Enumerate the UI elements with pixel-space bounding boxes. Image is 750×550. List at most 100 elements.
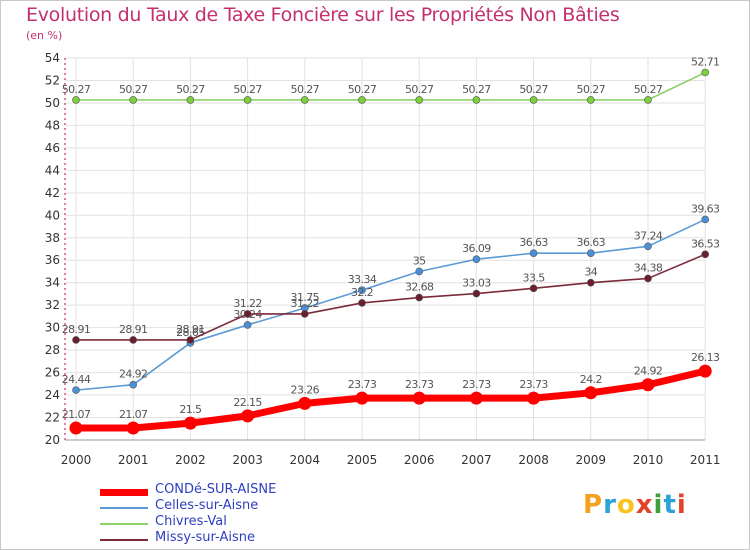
data-label: 32.68 xyxy=(405,281,434,294)
data-point xyxy=(243,96,252,104)
data-point xyxy=(415,293,424,302)
data-label: 23.26 xyxy=(291,383,320,396)
legend-swatch xyxy=(100,507,148,509)
y-tick-label: 40 xyxy=(45,208,60,222)
data-label: 31.22 xyxy=(233,297,262,310)
data-label: 35 xyxy=(413,254,426,267)
x-tick-label: 2008 xyxy=(518,453,549,467)
data-point xyxy=(358,96,366,104)
data-point xyxy=(129,380,137,389)
logo-letter: o xyxy=(616,490,636,520)
chart-subtitle: (en %) xyxy=(26,29,63,42)
data-point xyxy=(469,391,483,405)
data-label: 33.5 xyxy=(523,271,546,284)
x-tick-label: 2000 xyxy=(61,453,92,467)
logo-letter: r xyxy=(603,490,617,520)
chart-title: Evolution du Taux de Taxe Foncière sur l… xyxy=(26,4,620,26)
data-label: 50.27 xyxy=(634,83,663,96)
data-label: 23.73 xyxy=(348,378,377,391)
legend-label: Missy-sur-Aisne xyxy=(155,530,255,545)
data-point xyxy=(300,310,309,318)
data-point xyxy=(355,391,369,405)
y-tick-label: 54 xyxy=(45,51,60,65)
x-tick-label: 2005 xyxy=(347,453,378,467)
data-label: 21.07 xyxy=(62,408,91,421)
logo-letter: x xyxy=(635,490,654,520)
data-point xyxy=(186,336,195,344)
legend-item: CONDé-SUR-AISNE xyxy=(100,482,360,500)
data-label: 23.73 xyxy=(519,378,548,391)
y-tick-label: 52 xyxy=(45,73,60,87)
logo-letter: i xyxy=(676,490,687,520)
data-point xyxy=(641,378,655,392)
data-label: 50.27 xyxy=(348,83,377,96)
series-line xyxy=(75,218,706,391)
data-point xyxy=(243,310,252,318)
y-tick-label: 50 xyxy=(45,96,60,110)
data-label: 28.91 xyxy=(62,323,91,336)
data-label: 33.34 xyxy=(348,273,377,286)
y-tick-label: 46 xyxy=(45,141,60,155)
data-label: 24.92 xyxy=(634,365,663,378)
data-point xyxy=(412,391,426,405)
data-label: 31.22 xyxy=(291,297,320,310)
data-point xyxy=(186,96,195,104)
data-label: 50.27 xyxy=(519,83,548,96)
data-label: 24.44 xyxy=(62,373,91,386)
data-label: 24.92 xyxy=(119,368,148,381)
data-label: 31.75 xyxy=(291,291,320,304)
data-point xyxy=(472,255,481,264)
legend-item: Missy-sur-Aisne xyxy=(100,530,360,548)
x-tick-label: 2002 xyxy=(175,453,206,467)
data-label: 50.27 xyxy=(233,83,262,96)
legend-swatch xyxy=(100,539,148,541)
data-label: 50.27 xyxy=(462,83,491,96)
legend-item: Chivres-Val xyxy=(100,514,360,532)
data-point xyxy=(415,267,424,276)
data-label: 34 xyxy=(584,266,597,279)
y-tick-label: 36 xyxy=(45,253,60,267)
data-label: 52.71 xyxy=(691,55,720,68)
chart-legend: CONDé-SUR-AISNE Celles-sur-Aisne Chivres-V… xyxy=(100,482,360,548)
x-tick-label: 2011 xyxy=(690,453,721,467)
data-label: 21.07 xyxy=(119,408,148,421)
data-point xyxy=(69,421,83,435)
logo-letter: t xyxy=(663,490,677,520)
data-point xyxy=(701,215,710,224)
data-point xyxy=(644,274,652,283)
data-point xyxy=(243,321,252,329)
x-tick-label: 2001 xyxy=(118,453,149,467)
legend-label: Celles-sur-Aisne xyxy=(155,498,259,513)
data-label: 23.73 xyxy=(462,378,491,391)
data-label: 50.27 xyxy=(176,83,205,96)
data-label: 23.73 xyxy=(405,378,434,391)
y-tick-label: 24 xyxy=(45,388,60,402)
data-point xyxy=(586,278,595,287)
data-point xyxy=(644,96,652,104)
series-line xyxy=(76,71,706,101)
data-label: 37.24 xyxy=(634,229,663,242)
legend-swatch xyxy=(100,488,148,496)
data-label: 50.27 xyxy=(577,83,606,96)
data-label: 50.27 xyxy=(119,83,148,96)
data-point xyxy=(183,416,197,430)
data-point xyxy=(415,96,424,104)
data-point xyxy=(529,96,538,104)
data-point xyxy=(358,286,366,294)
data-point xyxy=(129,336,137,344)
data-point xyxy=(584,386,598,400)
x-tick-label: 2007 xyxy=(461,453,492,467)
y-tick-label: 22 xyxy=(45,411,60,425)
y-tick-label: 42 xyxy=(45,186,60,200)
data-label: 39.63 xyxy=(691,202,720,215)
data-label: 50.27 xyxy=(291,83,320,96)
data-label: 36.09 xyxy=(462,242,491,255)
legend-label: Chivres-Val xyxy=(155,514,227,529)
data-label: 22.15 xyxy=(233,396,262,409)
logo-letter: i xyxy=(653,490,664,520)
x-tick-label: 2009 xyxy=(576,453,607,467)
x-tick-label: 2010 xyxy=(633,453,664,467)
y-tick-label: 34 xyxy=(45,276,60,290)
data-point xyxy=(701,68,710,77)
